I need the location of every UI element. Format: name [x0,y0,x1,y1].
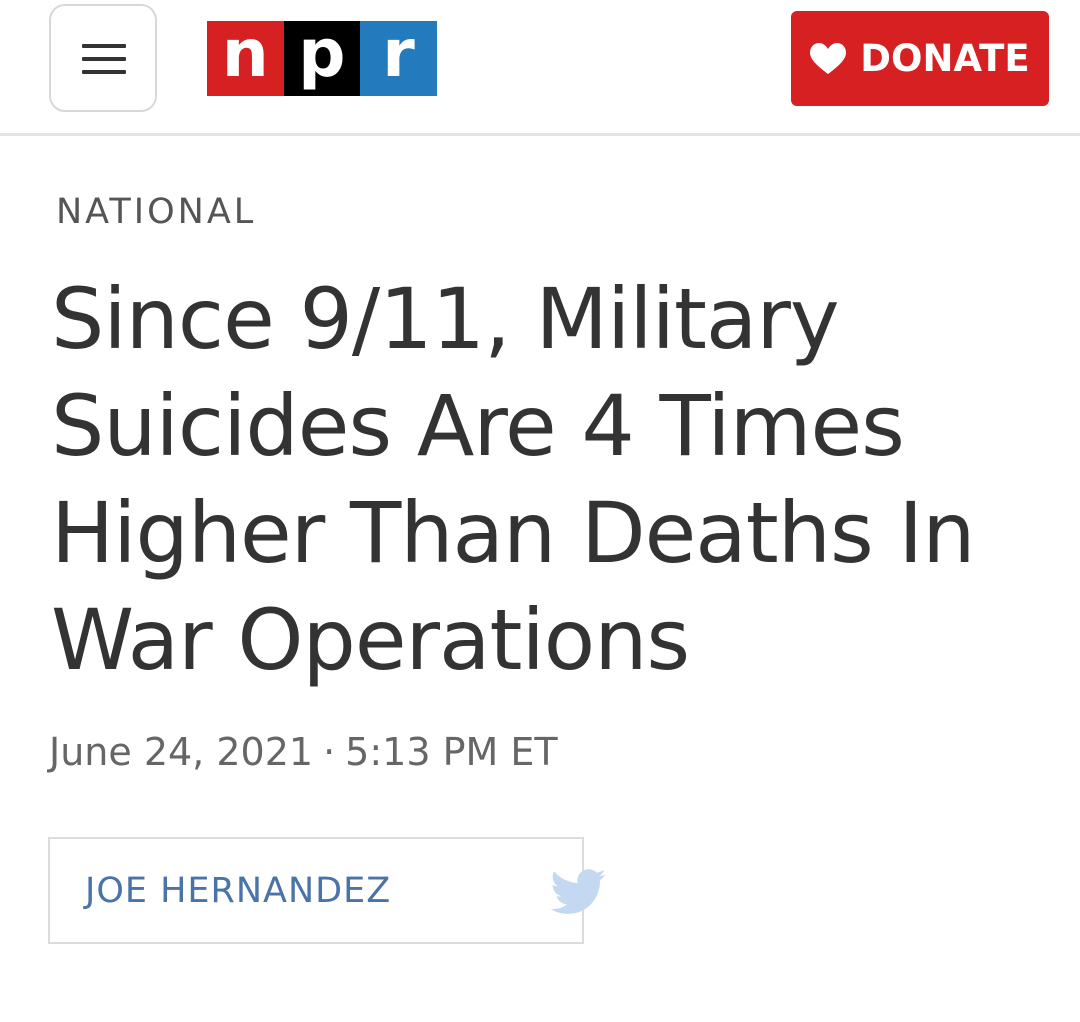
dateline: June 24, 2021 · 5:13 PM ET [49,724,558,780]
menu-button[interactable] [49,4,157,112]
site-header: n p r DONATE [0,0,1080,136]
byline-card: JOE HERNANDEZ [48,837,606,944]
hamburger-menu-icon [82,44,126,74]
donate-label: DONATE [860,37,1030,80]
logo-letter-r: r [360,20,437,96]
logo-letter-n: n [207,20,284,96]
date-separator: · [323,730,336,774]
donate-button[interactable]: DONATE [791,11,1049,106]
publish-date: June 24, 2021 [49,730,314,774]
article-headline: Since 9/11, Military Suicides Are 4 Time… [51,270,975,689]
heart-icon [810,42,847,74]
section-label[interactable]: NATIONAL [56,192,257,232]
npr-logo[interactable]: n p r [207,20,437,96]
logo-letter-p: p [283,20,361,96]
author-link[interactable]: JOE HERNANDEZ [85,871,392,911]
publish-time: 5:13 PM ET [345,730,558,774]
twitter-icon[interactable] [550,869,606,915]
